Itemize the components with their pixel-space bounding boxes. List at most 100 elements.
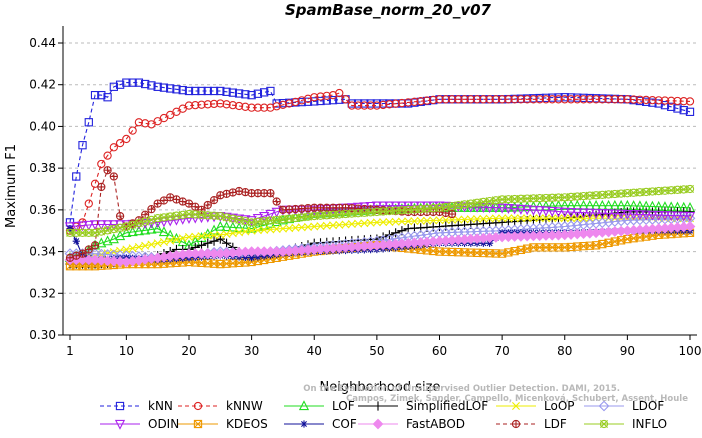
data-point (679, 97, 688, 106)
data-point (310, 93, 319, 102)
data-point (83, 220, 94, 231)
legend-entry-loop: LoOP (496, 399, 575, 413)
y-tick-label: 0.38 (29, 161, 56, 175)
data-point (653, 210, 664, 221)
chart-title: SpamBase_norm_20_v07 (285, 1, 492, 19)
data-point (360, 101, 369, 110)
data-point (591, 95, 601, 104)
data-point (228, 88, 237, 97)
data-point (247, 90, 256, 100)
data-point (448, 215, 457, 224)
data-point (122, 78, 131, 87)
data-point (152, 222, 163, 233)
data-point (659, 211, 671, 222)
series-fastabod (64, 221, 696, 268)
data-point (540, 206, 552, 217)
data-point (534, 206, 545, 217)
x-tick-label: 40 (307, 344, 322, 358)
data-point (153, 82, 162, 91)
data-point (422, 204, 432, 213)
data-point (629, 188, 638, 197)
data-point (141, 241, 150, 250)
x-tick-label: 1 (66, 344, 74, 358)
legend-marker (193, 401, 203, 411)
data-point (379, 218, 388, 227)
data-point (548, 95, 557, 104)
data-point (516, 95, 526, 104)
data-point (547, 206, 558, 217)
x-tick-label: 50 (369, 344, 384, 358)
data-point (253, 226, 262, 235)
data-point (523, 95, 532, 104)
data-point (172, 235, 181, 244)
data-point (378, 207, 388, 216)
data-point (510, 194, 519, 204)
data-point (134, 118, 144, 127)
legend-entry-kdeos: KDEOS (178, 417, 268, 431)
data-point (272, 99, 281, 108)
data-point (560, 214, 569, 223)
data-point (391, 99, 400, 108)
data-point (515, 204, 527, 215)
data-point (485, 95, 494, 104)
data-point (372, 101, 382, 110)
data-point (354, 219, 363, 228)
data-point (322, 211, 331, 220)
data-point (222, 100, 231, 109)
data-point (610, 189, 619, 199)
data-point (660, 101, 670, 110)
data-point (466, 95, 475, 104)
data-point (72, 172, 81, 181)
legend-entry-ldf: LDF (496, 417, 567, 431)
data-point (410, 97, 419, 106)
data-point (128, 244, 137, 253)
data-point (147, 81, 156, 90)
data-point (71, 221, 82, 232)
data-point (96, 220, 107, 231)
data-point (303, 97, 313, 106)
x-tick-label: 90 (620, 344, 635, 358)
data-point (241, 90, 250, 99)
data-point (541, 95, 551, 104)
data-point (554, 193, 563, 202)
data-point (541, 214, 550, 223)
data-point (352, 202, 364, 213)
legend-marker (372, 418, 384, 430)
data-point (108, 220, 119, 231)
data-point (684, 221, 696, 232)
data-point (359, 202, 370, 213)
data-point (391, 206, 400, 215)
data-point (78, 228, 87, 237)
data-point (259, 103, 269, 112)
data-point (197, 100, 206, 109)
y-tick-label: 0.36 (29, 203, 56, 217)
data-point (510, 214, 519, 223)
data-point (335, 220, 344, 229)
x-tick-label: 80 (557, 344, 572, 358)
data-point (360, 208, 369, 217)
data-point (429, 95, 438, 105)
data-point (109, 143, 118, 152)
data-point (84, 199, 93, 208)
data-point (297, 223, 306, 232)
data-point (498, 214, 507, 223)
legend-entry-knnw: kNNW (178, 399, 263, 413)
data-point (121, 226, 132, 237)
data-point (660, 186, 670, 195)
data-point (385, 217, 394, 226)
legend-marker (300, 420, 308, 428)
data-point (278, 100, 288, 110)
data-point (672, 211, 683, 222)
data-point (685, 97, 695, 106)
data-point (89, 220, 101, 231)
data-point (616, 95, 626, 104)
data-point (134, 242, 143, 251)
data-point (90, 241, 100, 250)
data-point (404, 205, 413, 214)
data-point (234, 101, 244, 111)
data-point (397, 98, 407, 108)
data-point (303, 212, 313, 221)
legend-entry-odin: ODIN (100, 417, 179, 431)
data-point (329, 221, 338, 230)
data-point (579, 191, 588, 201)
